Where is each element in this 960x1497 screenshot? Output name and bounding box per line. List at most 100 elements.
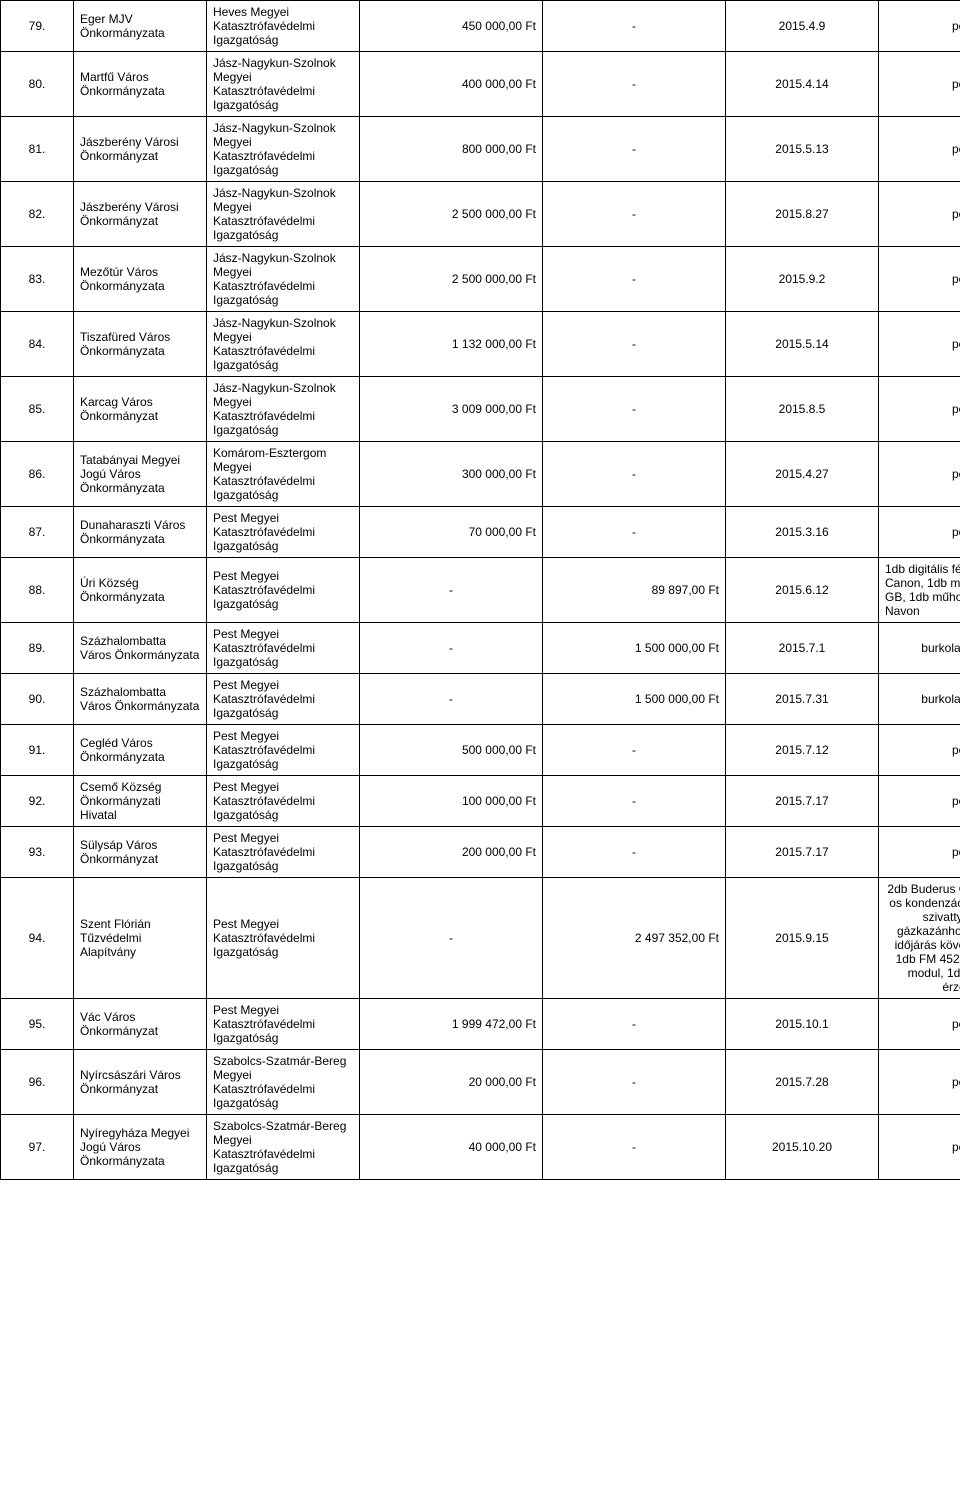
cell-amount2: 1 500 000,00 Ft xyxy=(543,674,726,725)
cell-date: 2015.7.12 xyxy=(726,725,879,776)
cell-amount1: 500 000,00 Ft xyxy=(360,725,543,776)
cell-num: 89. xyxy=(1,623,74,674)
table-row: 94.Szent Flórián Tűzvédelmi AlapítványPe… xyxy=(1,878,960,999)
cell-num: 81. xyxy=(1,117,74,182)
cell-note: pénz xyxy=(879,312,960,377)
cell-donor: Tatabányai Megyei Jogú Város Önkormányza… xyxy=(74,442,207,507)
cell-note: pénz xyxy=(879,776,960,827)
cell-amount2: 2 497 352,00 Ft xyxy=(543,878,726,999)
cell-amount2: - xyxy=(543,182,726,247)
cell-donor: Százhalombatta Város Önkormányzata xyxy=(74,623,207,674)
cell-amount2: - xyxy=(543,442,726,507)
cell-num: 88. xyxy=(1,558,74,623)
cell-amount2: - xyxy=(543,725,726,776)
cell-donor: Csemő Község Önkormányzati Hivatal xyxy=(74,776,207,827)
cell-recipient: Jász-Nagykun-Szolnok Megyei Katasztrófav… xyxy=(207,117,360,182)
cell-amount2: - xyxy=(543,999,726,1050)
cell-date: 2015.4.9 xyxy=(726,1,879,52)
cell-amount2: - xyxy=(543,776,726,827)
cell-num: 80. xyxy=(1,52,74,117)
cell-num: 87. xyxy=(1,507,74,558)
cell-date: 2015.7.31 xyxy=(726,674,879,725)
cell-num: 93. xyxy=(1,827,74,878)
cell-donor: Százhalombatta Város Önkormányzata xyxy=(74,674,207,725)
table-row: 84.Tiszafüred Város ÖnkormányzataJász-Na… xyxy=(1,312,960,377)
cell-note: pénz xyxy=(879,117,960,182)
cell-amount2: - xyxy=(543,52,726,117)
cell-donor: Karcag Város Önkormányzat xyxy=(74,377,207,442)
cell-recipient: Jász-Nagykun-Szolnok Megyei Katasztrófav… xyxy=(207,182,360,247)
cell-date: 2015.9.2 xyxy=(726,247,879,312)
cell-date: 2015.8.5 xyxy=(726,377,879,442)
cell-num: 97. xyxy=(1,1115,74,1180)
cell-date: 2015.9.15 xyxy=(726,878,879,999)
cell-date: 2015.7.17 xyxy=(726,827,879,878)
cell-amount1: 70 000,00 Ft xyxy=(360,507,543,558)
cell-note: pénz xyxy=(879,377,960,442)
table-row: 89.Százhalombatta Város ÖnkormányzataPes… xyxy=(1,623,960,674)
table-row: 97.Nyíregyháza Megyei Jogú Város Önkormá… xyxy=(1,1115,960,1180)
cell-note: pénz xyxy=(879,52,960,117)
cell-date: 2015.5.14 xyxy=(726,312,879,377)
cell-donor: Nyíregyháza Megyei Jogú Város Önkormányz… xyxy=(74,1115,207,1180)
cell-date: 2015.10.1 xyxy=(726,999,879,1050)
cell-recipient: Pest Megyei Katasztrófavédelmi Igazgatós… xyxy=(207,558,360,623)
cell-recipient: Heves Megyei Katasztrófavédelmi Igazgató… xyxy=(207,1,360,52)
cell-recipient: Szabolcs-Szatmár-Bereg Megyei Katasztróf… xyxy=(207,1115,360,1180)
table-row: 93.Sülysáp Város ÖnkormányzatPest Megyei… xyxy=(1,827,960,878)
cell-donor: Vác Város Önkormányzat xyxy=(74,999,207,1050)
cell-note: burkolat felújítás xyxy=(879,623,960,674)
cell-amount1: - xyxy=(360,878,543,999)
cell-recipient: Pest Megyei Katasztrófavédelmi Igazgatós… xyxy=(207,827,360,878)
table-row: 95.Vác Város ÖnkormányzatPest Megyei Kat… xyxy=(1,999,960,1050)
cell-note: burkolat felújítás xyxy=(879,674,960,725)
cell-date: 2015.3.16 xyxy=(726,507,879,558)
cell-recipient: Jász-Nagykun-Szolnok Megyei Katasztrófav… xyxy=(207,377,360,442)
cell-date: 2015.5.13 xyxy=(726,117,879,182)
cell-note: pénz xyxy=(879,1050,960,1115)
cell-amount1: 300 000,00 Ft xyxy=(360,442,543,507)
cell-recipient: Jász-Nagykun-Szolnok Megyei Katasztrófav… xyxy=(207,312,360,377)
table-row: 92.Csemő Község Önkormányzati HivatalPes… xyxy=(1,776,960,827)
table-row: 90.Százhalombatta Város ÖnkormányzataPes… xyxy=(1,674,960,725)
cell-recipient: Pest Megyei Katasztrófavédelmi Igazgatós… xyxy=(207,623,360,674)
cell-note: pénz xyxy=(879,999,960,1050)
cell-num: 91. xyxy=(1,725,74,776)
cell-recipient: Pest Megyei Katasztrófavédelmi Igazgatós… xyxy=(207,776,360,827)
cell-note: 2db Buderus GB 162/65 KW-os kondenzációs… xyxy=(879,878,960,999)
cell-recipient: Szabolcs-Szatmár-Bereg Megyei Katasztróf… xyxy=(207,1050,360,1115)
cell-donor: Sülysáp Város Önkormányzat xyxy=(74,827,207,878)
cell-num: 85. xyxy=(1,377,74,442)
table-row: 79.Eger MJV ÖnkormányzataHeves Megyei Ka… xyxy=(1,1,960,52)
cell-recipient: Komárom-Esztergom Megyei Katasztrófavéde… xyxy=(207,442,360,507)
cell-note: pénz xyxy=(879,507,960,558)
cell-donor: Jászberény Városi Önkormányzat xyxy=(74,117,207,182)
cell-donor: Cegléd Város Önkormányzata xyxy=(74,725,207,776)
cell-num: 94. xyxy=(1,878,74,999)
cell-num: 90. xyxy=(1,674,74,725)
cell-amount1: - xyxy=(360,623,543,674)
cell-amount1: - xyxy=(360,558,543,623)
table-row: 87.Dunaharaszti Város ÖnkormányzataPest … xyxy=(1,507,960,558)
cell-recipient: Pest Megyei Katasztrófavédelmi Igazgatós… xyxy=(207,725,360,776)
cell-amount1: 100 000,00 Ft xyxy=(360,776,543,827)
cell-num: 79. xyxy=(1,1,74,52)
cell-date: 2015.8.27 xyxy=(726,182,879,247)
cell-note: pénz xyxy=(879,182,960,247)
data-table: 79.Eger MJV ÖnkormányzataHeves Megyei Ka… xyxy=(0,0,960,1180)
cell-amount1: - xyxy=(360,674,543,725)
cell-num: 86. xyxy=(1,442,74,507)
cell-amount1: 200 000,00 Ft xyxy=(360,827,543,878)
cell-amount2: - xyxy=(543,312,726,377)
cell-amount1: 1 999 472,00 Ft xyxy=(360,999,543,1050)
cell-donor: Nyírcsászári Város Önkormányzat xyxy=(74,1050,207,1115)
cell-amount2: - xyxy=(543,827,726,878)
table-row: 88.Úri Község ÖnkormányzataPest Megyei K… xyxy=(1,558,960,623)
cell-num: 92. xyxy=(1,776,74,827)
cell-amount2: - xyxy=(543,117,726,182)
cell-amount2: - xyxy=(543,1050,726,1115)
cell-donor: Mezőtúr Város Önkormányzata xyxy=(74,247,207,312)
table-row: 85.Karcag Város ÖnkormányzatJász-Nagykun… xyxy=(1,377,960,442)
cell-amount1: 3 009 000,00 Ft xyxy=(360,377,543,442)
cell-num: 83. xyxy=(1,247,74,312)
